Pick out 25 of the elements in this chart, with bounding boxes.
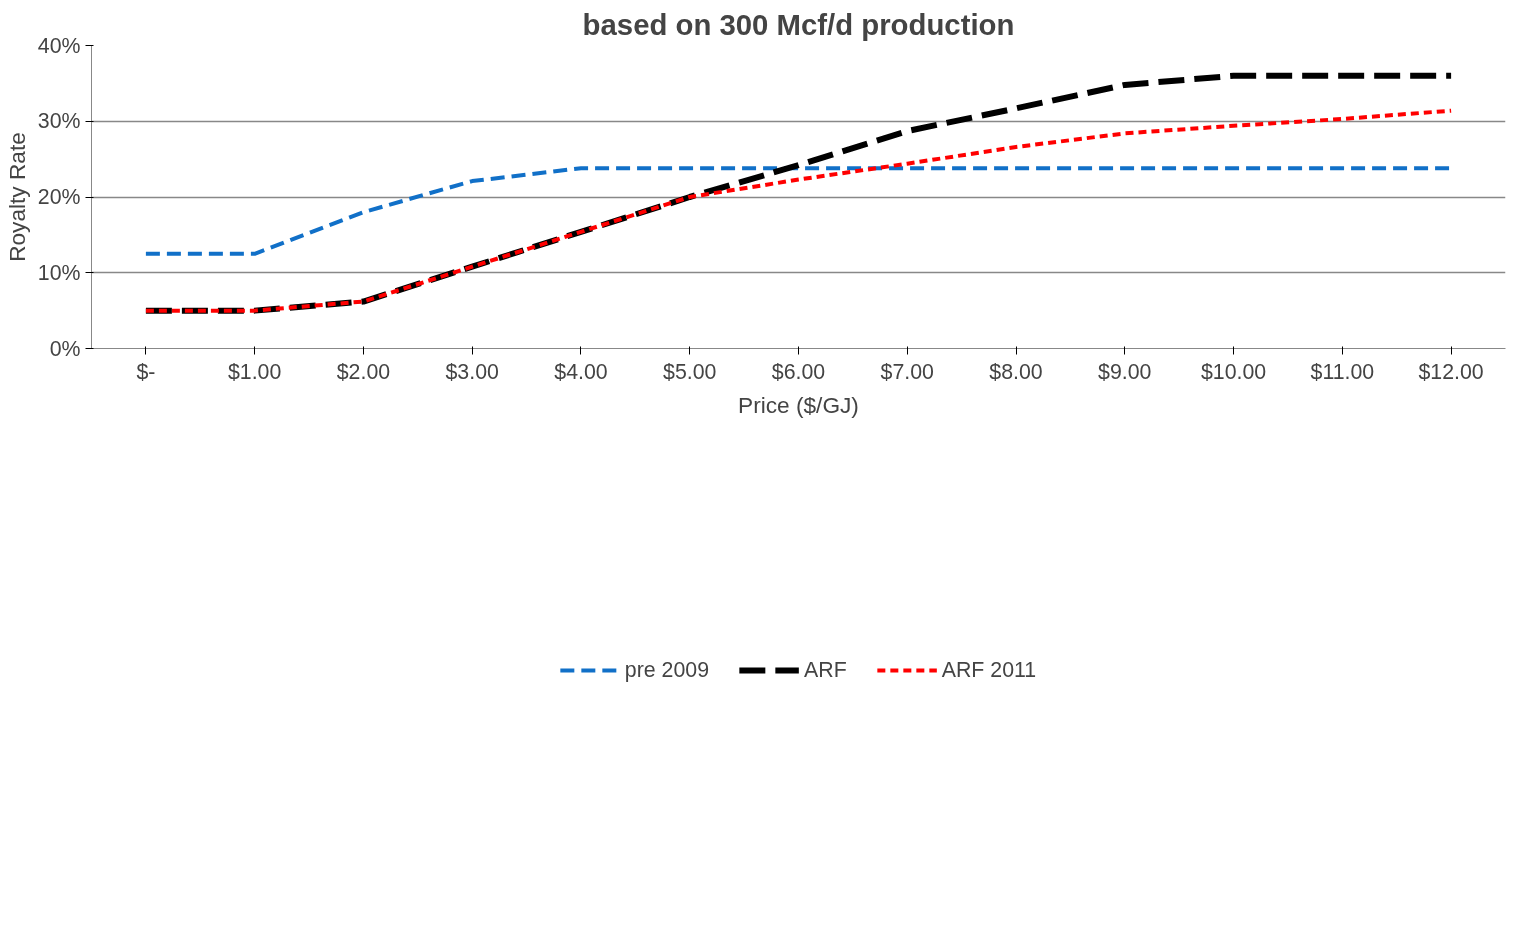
legend-label: pre 2009 — [624, 657, 710, 683]
x-tick-label: $1.00 — [227, 359, 282, 384]
x-tick-label: $- — [136, 359, 156, 384]
x-tick-label: $2.00 — [336, 359, 391, 384]
x-tick-label: $7.00 — [880, 359, 935, 384]
legend-label: ARF — [804, 657, 847, 683]
y-tick-label: 40% — [37, 33, 81, 58]
x-tick-label: $8.00 — [989, 359, 1043, 384]
x-axis-title: Price ($/GJ) — [738, 391, 859, 418]
y-tick-label: 0% — [49, 336, 81, 361]
x-tick-label: $4.00 — [554, 359, 608, 384]
x-tick-label: $12.00 — [1418, 359, 1484, 384]
x-tick-label: $11.00 — [1310, 359, 1375, 384]
x-tick-label: $5.00 — [663, 359, 717, 384]
y-axis-title: Royalty Rate — [3, 132, 30, 262]
y-tick-label: 30% — [37, 109, 81, 134]
line-series — [143, 108, 1454, 313]
x-tick-label: $9.00 — [1098, 359, 1152, 384]
x-tick-label: $3.00 — [445, 359, 500, 384]
y-tick-label: 10% — [37, 260, 81, 285]
x-tick-label: $6.00 — [771, 359, 826, 384]
chart-title: based on 300 Mcf/d production — [582, 7, 1015, 41]
x-tick-label: $10.00 — [1200, 359, 1267, 384]
y-tick-label: 20% — [37, 185, 81, 209]
legend-label: ARF 2011 — [941, 657, 1037, 683]
